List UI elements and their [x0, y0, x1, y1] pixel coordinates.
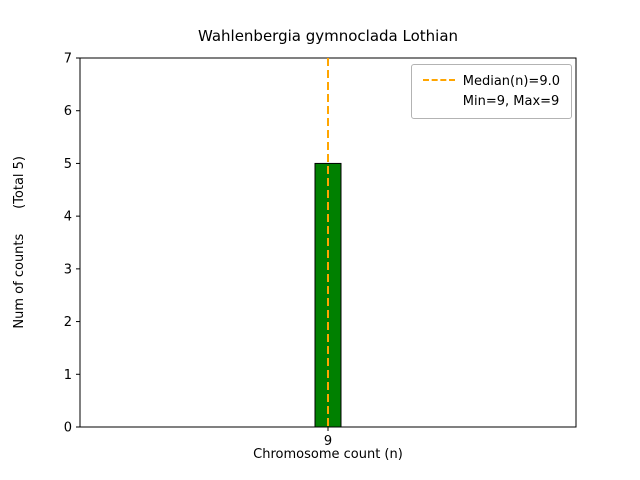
legend-entry-median: Median(n)=9.0	[422, 72, 560, 92]
y-tick-label: 3	[64, 262, 72, 277]
y-tick-label: 0	[64, 421, 72, 436]
legend-entry-minmax: Min=9, Max=9	[423, 92, 560, 112]
y-tick-label: 5	[64, 157, 72, 172]
median-dashed-line-swatch	[422, 78, 455, 81]
legend-label-median: Median(n)=9.0	[462, 74, 560, 89]
y-axis-label-text: Num of counts (Total 5)	[11, 156, 27, 329]
legend: Median(n)=9.0 Min=9, Max=9	[410, 64, 572, 119]
y-tick-label: 1	[64, 368, 72, 383]
x-axis-label: Chromosome count (n)	[253, 447, 403, 462]
y-tick-label: 2	[64, 315, 72, 330]
y-axis-label: Num of counts (Total 5)	[6, 58, 32, 427]
y-tick-label: 6	[64, 104, 72, 119]
y-tick-label: 4	[64, 210, 72, 225]
chart-title: Wahlenbergia gymnoclada Lothian	[197, 27, 459, 45]
x-tick-label: 9	[324, 434, 332, 449]
y-tick-label: 7	[64, 52, 72, 67]
legend-label-minmax: Min=9, Max=9	[462, 93, 560, 109]
